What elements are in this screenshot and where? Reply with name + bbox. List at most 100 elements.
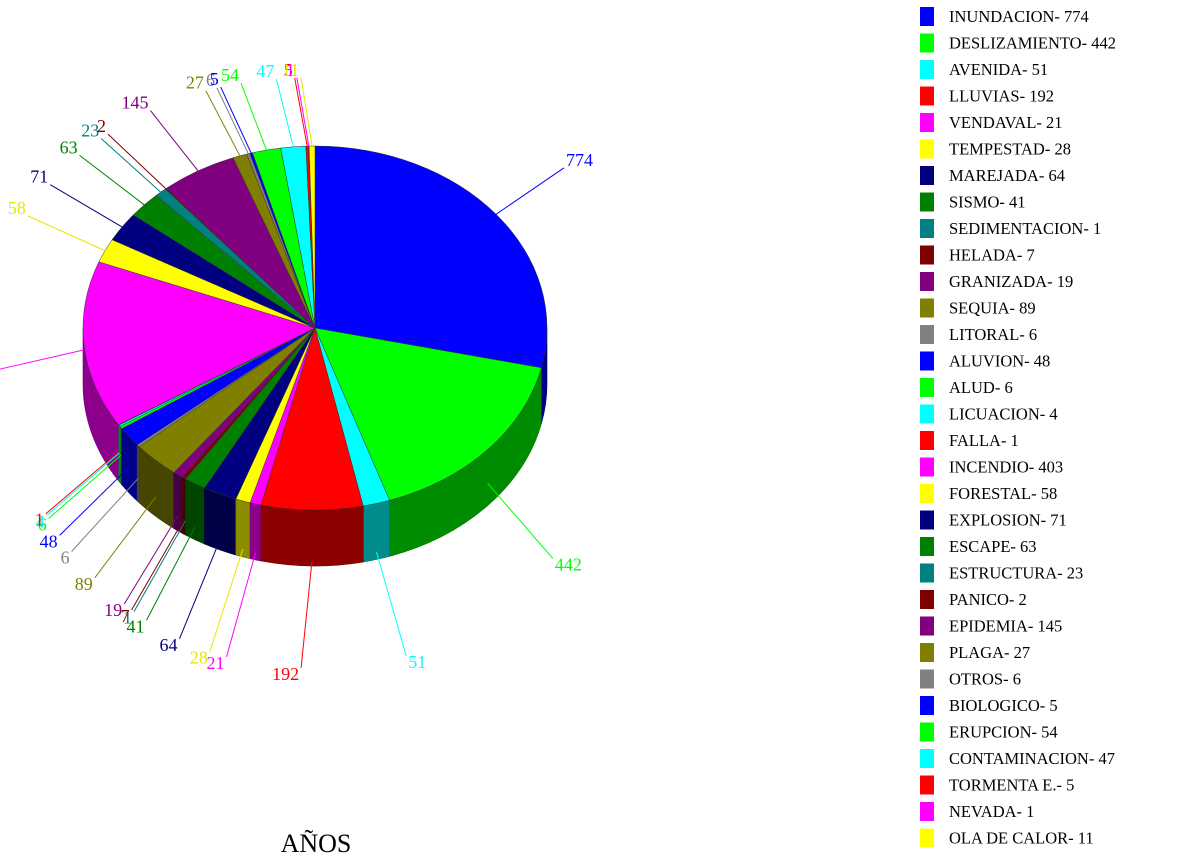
leader-line bbox=[220, 86, 252, 154]
pie-slice-inundacion bbox=[314, 145, 548, 369]
leader-line bbox=[205, 90, 241, 157]
legend-label: SEDIMENTACION- 1 bbox=[949, 219, 1101, 238]
slice-value-label: 145 bbox=[122, 93, 149, 113]
pie-sides bbox=[82, 327, 548, 567]
pie-side-marejada bbox=[204, 487, 237, 556]
pie-slice-ola-de-calor bbox=[308, 145, 316, 329]
leader-line bbox=[123, 515, 179, 605]
leader-line bbox=[275, 78, 294, 147]
legend-label: SISMO- 41 bbox=[949, 193, 1026, 212]
slice-value-label: 23 bbox=[81, 121, 99, 141]
legend-swatch bbox=[920, 749, 934, 768]
leader-line bbox=[300, 77, 313, 147]
legend-label: AVENIDA- 51 bbox=[949, 60, 1048, 79]
legend-label: ERUPCION- 54 bbox=[949, 723, 1058, 742]
legend-swatch bbox=[920, 563, 934, 583]
leader-line bbox=[131, 519, 185, 611]
slice-value-label: 41 bbox=[127, 616, 145, 636]
slice-value-label: 192 bbox=[272, 664, 299, 684]
legend-label: ESTRUCTURA- 23 bbox=[949, 564, 1083, 583]
legend-swatch bbox=[920, 378, 934, 397]
legend-label: SEQUIA- 89 bbox=[949, 299, 1036, 318]
legend-label: DESLIZAMIENTO- 442 bbox=[949, 34, 1116, 53]
pie-side-vendaval bbox=[249, 502, 262, 562]
slice-value-label: 27 bbox=[186, 73, 204, 93]
pie-side-litoral bbox=[136, 444, 140, 504]
pie-slice-lluvias bbox=[260, 327, 364, 511]
leader-line bbox=[0, 349, 85, 370]
slice-value-label: 5 bbox=[284, 60, 293, 80]
pie-side-sismo bbox=[185, 478, 205, 545]
legend-label: ALUD- 6 bbox=[949, 378, 1013, 397]
slice-value-label: 2 bbox=[97, 116, 106, 136]
leader-line bbox=[495, 167, 565, 215]
pie-labels: 7744425119221286441171989648641403587163… bbox=[8, 60, 593, 684]
legend-label: VENDAVAL- 21 bbox=[949, 113, 1063, 132]
legend-swatch bbox=[920, 245, 934, 265]
legend-swatch bbox=[920, 113, 934, 132]
slice-value-label: 1 bbox=[123, 608, 132, 628]
leader-line bbox=[133, 520, 186, 612]
slice-value-label: 1 bbox=[286, 60, 295, 80]
slice-value-label: 58 bbox=[8, 198, 26, 218]
leader-line bbox=[240, 82, 267, 151]
legend: INUNDACION- 774 DESLIZAMIENTO- 442 AVENIDA… bbox=[920, 7, 1116, 848]
slice-value-label: 71 bbox=[30, 167, 48, 187]
legend-swatch bbox=[920, 537, 934, 556]
slice-value-label: 47 bbox=[256, 61, 274, 81]
legend-swatch bbox=[920, 828, 934, 848]
legend-label: BIOLOGICO- 5 bbox=[949, 696, 1058, 715]
legend-swatch bbox=[920, 166, 934, 185]
legend-label: ALUVION- 48 bbox=[949, 352, 1050, 371]
legend-label: OLA DE CALOR- 11 bbox=[949, 829, 1094, 848]
legend-swatch bbox=[920, 272, 934, 291]
leader-line bbox=[150, 110, 199, 172]
legend-label: NEVADA- 1 bbox=[949, 802, 1034, 821]
legend-label: EXPLOSION- 71 bbox=[949, 511, 1067, 530]
leader-line bbox=[46, 452, 120, 516]
leader-line bbox=[50, 184, 123, 228]
legend-swatch bbox=[920, 219, 934, 238]
legend-swatch bbox=[920, 590, 934, 609]
legend-label: LITORAL- 6 bbox=[949, 325, 1037, 344]
leader-line bbox=[59, 466, 130, 536]
slice-value-label: 89 bbox=[75, 574, 93, 594]
legend-swatch bbox=[920, 775, 934, 795]
slice-value-label: 11 bbox=[282, 60, 299, 80]
slice-value-label: 7 bbox=[121, 606, 130, 626]
leader-line bbox=[100, 138, 161, 193]
slice-value-label: 21 bbox=[207, 653, 225, 673]
legend-label: ESCAPE- 63 bbox=[949, 537, 1037, 556]
legend-swatch bbox=[920, 7, 934, 26]
legend-swatch bbox=[920, 457, 934, 477]
leader-line bbox=[300, 560, 313, 668]
slice-value-label: 4 bbox=[36, 511, 45, 531]
leader-line bbox=[107, 133, 167, 190]
leader-line bbox=[216, 87, 249, 154]
legend-label: LLUVIAS- 192 bbox=[949, 87, 1054, 106]
slice-value-label: 5 bbox=[210, 69, 219, 89]
leader-line bbox=[376, 551, 407, 657]
legend-swatch bbox=[920, 696, 934, 715]
leader-line bbox=[296, 77, 310, 147]
slice-value-label: 51 bbox=[408, 652, 426, 672]
legend-label: MAREJADA- 64 bbox=[949, 166, 1065, 185]
leader-line bbox=[45, 451, 119, 515]
leader-line bbox=[209, 548, 244, 652]
legend-label: FORESTAL- 58 bbox=[949, 484, 1057, 503]
leader-line bbox=[79, 155, 145, 206]
pie-side-lluvias bbox=[260, 504, 364, 567]
slice-value-label: 774 bbox=[566, 150, 593, 170]
legend-swatch bbox=[920, 351, 934, 371]
leader-line bbox=[71, 478, 139, 552]
slice-value-label: 6 bbox=[206, 70, 215, 90]
leader-line bbox=[146, 526, 196, 621]
legend-label: INCENDIO- 403 bbox=[949, 458, 1063, 477]
legend-swatch bbox=[920, 802, 934, 821]
slice-value-label: 1 bbox=[35, 510, 44, 530]
legend-label: LICUACION- 4 bbox=[949, 405, 1058, 424]
legend-swatch bbox=[920, 298, 934, 318]
legend-label: PLAGA- 27 bbox=[949, 643, 1030, 662]
legend-swatch bbox=[920, 510, 934, 530]
